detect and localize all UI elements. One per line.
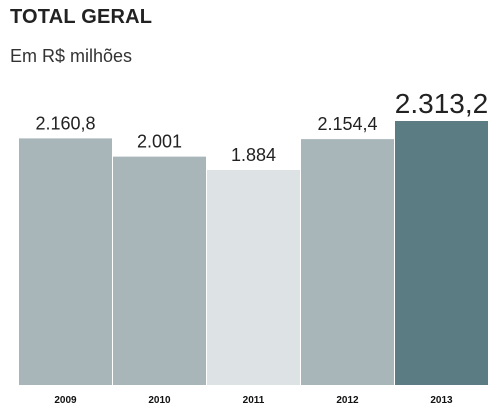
bar-2013 <box>395 121 488 385</box>
x-tick-2013: 2013 <box>430 395 453 406</box>
value-label-2012: 2.154,4 <box>317 114 377 134</box>
bar-2011 <box>207 169 300 385</box>
x-tick-2011: 2011 <box>243 395 265 406</box>
x-tick-2009: 2009 <box>54 395 77 406</box>
chart-subtitle: Em R$ milhões <box>10 46 133 66</box>
bar-2009 <box>19 138 112 385</box>
value-label-2010: 2.001 <box>137 132 182 152</box>
x-tick-2012: 2012 <box>336 395 359 406</box>
chart-title: TOTAL GERAL <box>10 6 153 28</box>
bar-2010 <box>113 156 206 385</box>
x-tick-2010: 2010 <box>148 395 171 406</box>
value-label-2011: 1.884 <box>231 145 276 165</box>
value-label-2009: 2.160,8 <box>35 113 95 133</box>
value-label-2013: 2.313,2 <box>395 88 488 119</box>
bar-2012 <box>301 139 394 385</box>
